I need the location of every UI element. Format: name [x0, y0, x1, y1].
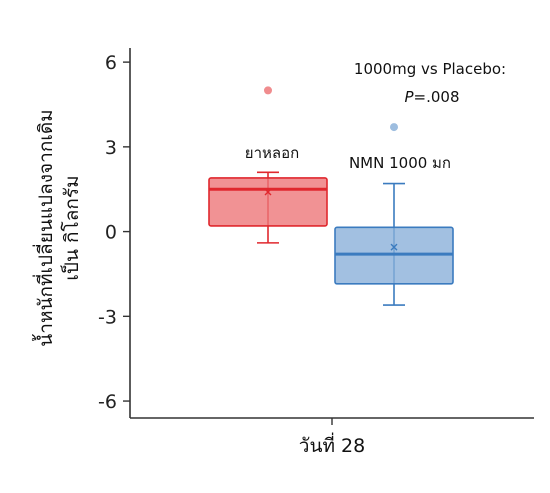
y-axis-label-line-2: เป็น กิโลกรัม — [59, 175, 83, 280]
annotation-p-value: P=.008 — [404, 88, 459, 106]
mean-marker — [390, 243, 398, 251]
group-label: ยาหลอก — [245, 144, 299, 162]
y-tick-label: 3 — [105, 137, 117, 159]
outlier-point — [390, 123, 398, 132]
annotation-line-1: 1000mg vs Placebo: — [354, 60, 506, 78]
y-tick-label: 6 — [105, 52, 117, 74]
boxes: ยาหลอก NMN 1000 มก — [208, 86, 454, 306]
y-tick-label: -6 — [98, 391, 117, 413]
y-ticks: 6 3 0 -3 -6 — [98, 52, 130, 413]
box-group: NMN 1000 มก — [334, 123, 454, 306]
y-axis-label-line-1: น้ำหนักที่เปลี่ยนแปลงจากเดิม — [32, 109, 57, 346]
axes — [129, 48, 534, 425]
box-group: ยาหลอก — [208, 86, 328, 244]
y-tick-label: 0 — [105, 222, 117, 244]
p-value-text: =.008 — [414, 88, 460, 106]
p-symbol: P — [404, 88, 414, 106]
y-tick-label: -3 — [98, 306, 117, 328]
outlier-point — [264, 86, 272, 95]
x-axis-label: วันที่ 28 — [299, 432, 365, 457]
group-label: NMN 1000 มก — [349, 154, 451, 172]
mean-marker — [264, 188, 272, 196]
